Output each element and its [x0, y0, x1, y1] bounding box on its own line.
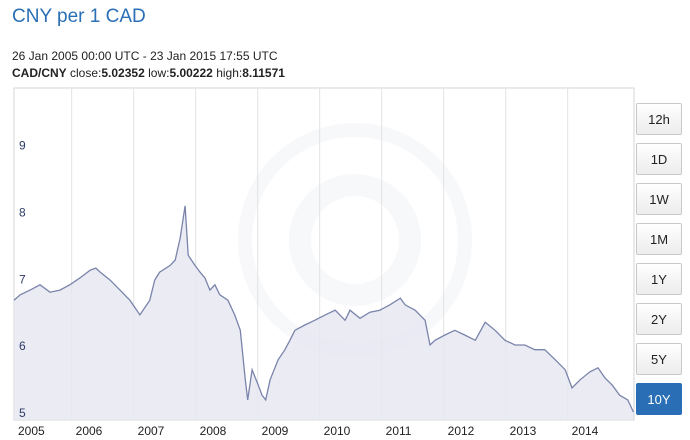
stat-value: 5.00222 [169, 66, 213, 80]
stat-label: close: [70, 66, 102, 80]
y-tick-label: 8 [19, 205, 26, 219]
range-button[interactable]: 1M [636, 223, 682, 255]
x-tick-label: 2008 [200, 424, 227, 438]
range-button[interactable]: 1Y [636, 263, 682, 295]
x-tick-label: 2011 [386, 424, 412, 438]
y-tick-label: 6 [19, 339, 26, 353]
y-tick-label: 9 [19, 138, 26, 152]
stat-value: 5.02352 [101, 66, 145, 80]
stat-label: high: [216, 66, 243, 80]
y-tick-label: 7 [19, 272, 26, 286]
range-button[interactable]: 5Y [636, 343, 682, 375]
period: 26 Jan 2005 00:00 UTC - 23 Jan 2015 17:5… [12, 49, 278, 63]
x-tick-label: 2014 [572, 424, 599, 438]
x-tick-label: 2006 [76, 424, 103, 438]
title: CNY per 1 CAD [12, 6, 146, 27]
range-button[interactable]: 1D [636, 143, 682, 175]
range-button[interactable]: 2Y [636, 303, 682, 335]
x-tick-label: 2007 [138, 424, 165, 438]
stat-value: 8.11571 [242, 66, 285, 80]
pair: CAD/CNY [12, 66, 67, 80]
range-button[interactable]: 10Y [636, 383, 682, 415]
range-button[interactable]: 1W [636, 183, 682, 215]
x-tick-label: 2013 [510, 424, 537, 438]
area-fill [14, 205, 634, 420]
range-button[interactable]: 12h [636, 103, 682, 135]
stats-line: CAD/CNY close:5.02352 low:5.00222 high:8… [12, 66, 285, 80]
x-tick-label: 2005 [18, 424, 45, 438]
x-tick-label: 2010 [324, 424, 351, 438]
y-tick-label: 5 [19, 406, 26, 420]
stat-label: low: [148, 66, 170, 80]
x-tick-label: 2012 [448, 424, 475, 438]
price-line [13, 205, 634, 413]
x-tick-label: 2009 [262, 424, 289, 438]
